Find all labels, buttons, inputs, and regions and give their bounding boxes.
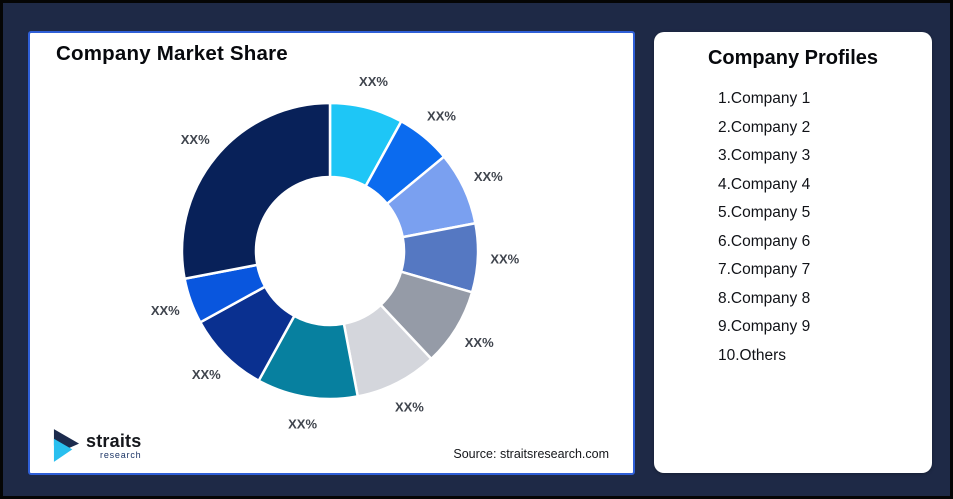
profile-list-item: 8.Company 8: [718, 289, 811, 307]
segment-label: XX%: [427, 109, 456, 124]
market-share-card: XX% XX% XX% XX% XX% XX% XX% XX% XX% XX% Company M…: [28, 31, 635, 475]
profile-list-item: 6.Company 6: [718, 232, 811, 250]
segment-label: XX%: [490, 252, 519, 267]
segment-label: XX%: [474, 169, 503, 184]
logo-text: straits research: [86, 432, 141, 460]
straits-arrow-icon: [53, 429, 80, 462]
profile-list-item: 1.Company 1: [718, 90, 811, 107]
straits-research-logo: straits research: [52, 428, 141, 463]
profile-list-item: 7.Company 7: [718, 261, 811, 278]
company-profiles-list: 1.Company 1 2.Company 2 3.Company 3 4.Compa…: [654, 85, 932, 370]
segment-label: XX%: [359, 74, 388, 89]
segment-label: XX%: [192, 367, 221, 382]
profile-list-item: 3.Company 3: [718, 147, 811, 164]
market-share-donut-chart: XX% XX% XX% XX% XX% XX% XX% XX% XX% XX%: [151, 74, 520, 431]
profile-list-item: 5.Company 5: [718, 204, 811, 221]
profile-list-item: 4.Company 4: [718, 175, 811, 193]
source-citation: Source: straitsresearch.com: [453, 447, 609, 461]
segment-label: XX%: [151, 303, 180, 318]
profile-list-item: 9.Company 9: [718, 318, 811, 335]
donut-segment: [180, 101, 332, 280]
segment-label: XX%: [181, 132, 210, 147]
company-profiles-title: Company Profiles: [707, 47, 879, 69]
company-profiles-card: Company Profiles 1.Company 1 2.Company 2 3…: [654, 32, 932, 473]
segment-label: XX%: [288, 416, 317, 431]
logo-subtitle: research: [100, 449, 142, 460]
logo-brand: straits: [86, 430, 142, 451]
profile-list-item: 2.Company 2: [718, 118, 811, 136]
profile-list-item: 10.Others: [718, 346, 787, 364]
segment-label: XX%: [465, 335, 494, 350]
segment-label: XX%: [395, 399, 424, 414]
market-share-title: Company Market Share: [56, 42, 288, 65]
